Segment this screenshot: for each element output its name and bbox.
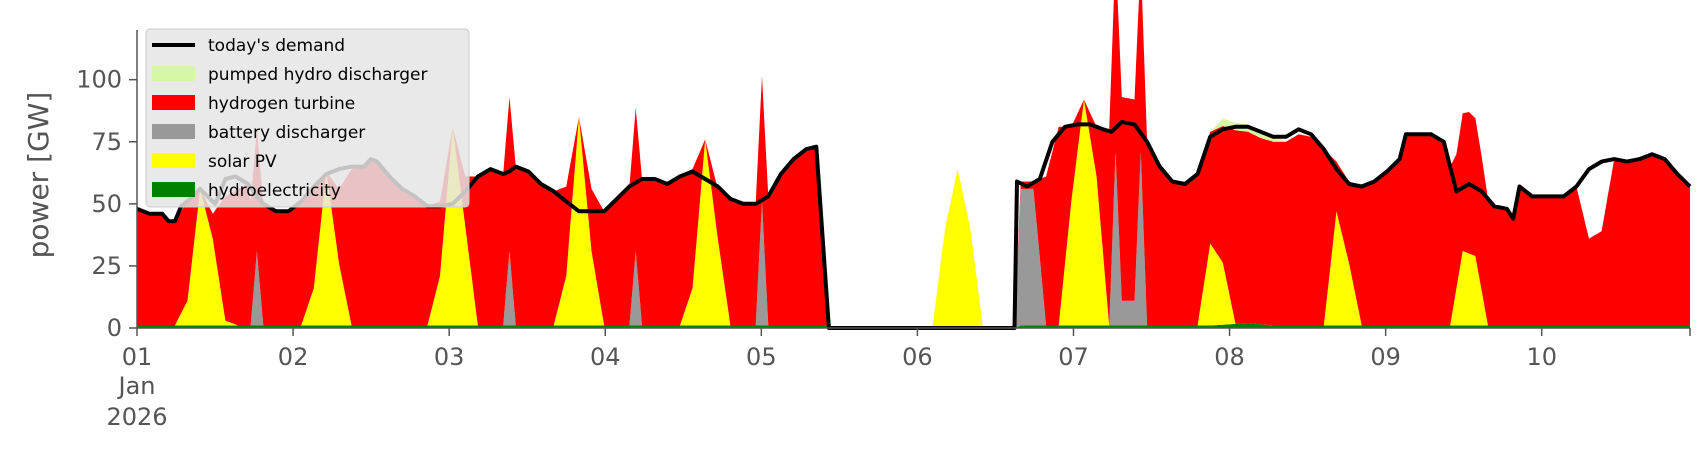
x-sub-label-year: 2026 [106, 403, 167, 431]
legend-box [145, 28, 470, 208]
legend-swatch-pumped-hydro [152, 66, 195, 81]
legend-swatch-hydro [152, 182, 195, 197]
y-tick-label: 0 [107, 314, 122, 342]
y-ticks: 0 25 50 75 100 [76, 66, 137, 342]
x-tick-label: 05 [746, 343, 777, 371]
y-tick-label: 75 [91, 128, 122, 156]
x-tick-label: 04 [590, 343, 621, 371]
legend-swatch-battery [152, 124, 195, 139]
x-tick-label: 06 [902, 343, 933, 371]
x-tick-label: 08 [1214, 343, 1245, 371]
legend-label-demand: today's demand [208, 36, 345, 56]
y-tick-label: 50 [91, 190, 122, 218]
legend-label-battery: battery discharger [208, 123, 365, 143]
legend-label-hydrogen: hydrogen turbine [208, 94, 355, 114]
x-tick-label: 10 [1526, 343, 1557, 371]
legend-swatch-hydrogen [152, 95, 195, 110]
legend-label-hydro: hydroelectricity [208, 181, 341, 201]
legend: today's demand pumped hydro discharger h… [145, 28, 470, 208]
legend-label-solar: solar PV [208, 152, 277, 172]
y-tick-label: 25 [91, 252, 122, 280]
area-series-solar-pv [137, 99, 1690, 328]
x-sub-label-month: Jan [117, 372, 156, 400]
x-tick-label: 03 [434, 343, 465, 371]
area-series-hydrogen-turbine [137, 0, 1690, 328]
x-tick-label: 09 [1370, 343, 1401, 371]
x-tick-label: 07 [1058, 343, 1089, 371]
legend-swatch-solar [152, 153, 195, 168]
x-tick-label: 01 [122, 343, 153, 371]
x-tick-label: 02 [278, 343, 309, 371]
y-axis-title: power [GW] [22, 92, 55, 259]
area-series-hydroelectricity [137, 323, 1690, 328]
x-ticks: 01 02 03 04 05 06 07 08 09 10 [122, 328, 1691, 371]
legend-label-pumped-hydro: pumped hydro discharger [208, 65, 427, 85]
plot-area [137, 0, 1690, 328]
y-tick-label: 100 [76, 66, 122, 94]
